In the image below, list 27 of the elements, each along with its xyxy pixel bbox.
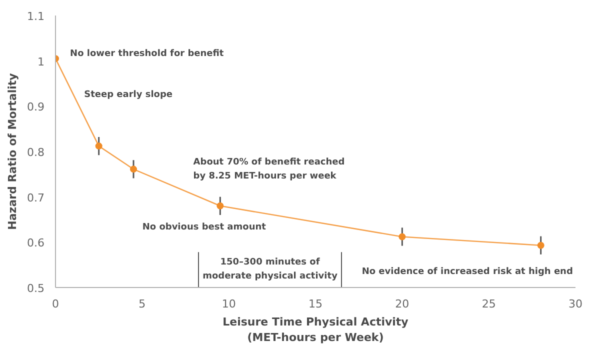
x-tick-label: 15 — [308, 298, 322, 310]
point — [130, 166, 137, 173]
annotation: 150–300 minutes of moderate physical activity — [202, 257, 338, 282]
y-tick-label: 0.9 — [27, 100, 45, 114]
y-axis-title: Hazard Ratio of Mortality — [6, 73, 20, 230]
point — [398, 233, 406, 240]
annotation: No obvious best amount — [142, 222, 267, 233]
y-tick-label: 1.1 — [27, 10, 45, 23]
y-tick-label: 0.7 — [27, 191, 45, 204]
y-tick-label: 0.8 — [27, 146, 45, 159]
annotation: About 70% of benefit reached by 8.25 MET-hours per week — [193, 158, 345, 182]
annotation: No evidence of increased risk at high end — [362, 266, 573, 277]
x-tick-label: 30 — [568, 298, 582, 310]
y-tick-label: 0.5 — [27, 282, 45, 295]
x-axis-title: Leisure Time Physical Activity (MET-hours per Week) — [222, 316, 408, 344]
x-tick-label: 0 — [52, 298, 59, 310]
x-tick-label: 25 — [482, 298, 496, 310]
annotation: Steep early slope — [84, 90, 173, 100]
point — [216, 202, 224, 210]
x-tick-label: 5 — [138, 298, 146, 310]
point — [95, 142, 102, 150]
y-tick-label: 0.6 — [27, 236, 45, 250]
point — [537, 242, 544, 249]
y-tick-label: 1 — [38, 55, 44, 68]
x-tick-label: 20 — [395, 298, 410, 310]
annotation: No lower threshold for benefit — [70, 49, 224, 60]
x-tick-label: 10 — [222, 298, 236, 310]
